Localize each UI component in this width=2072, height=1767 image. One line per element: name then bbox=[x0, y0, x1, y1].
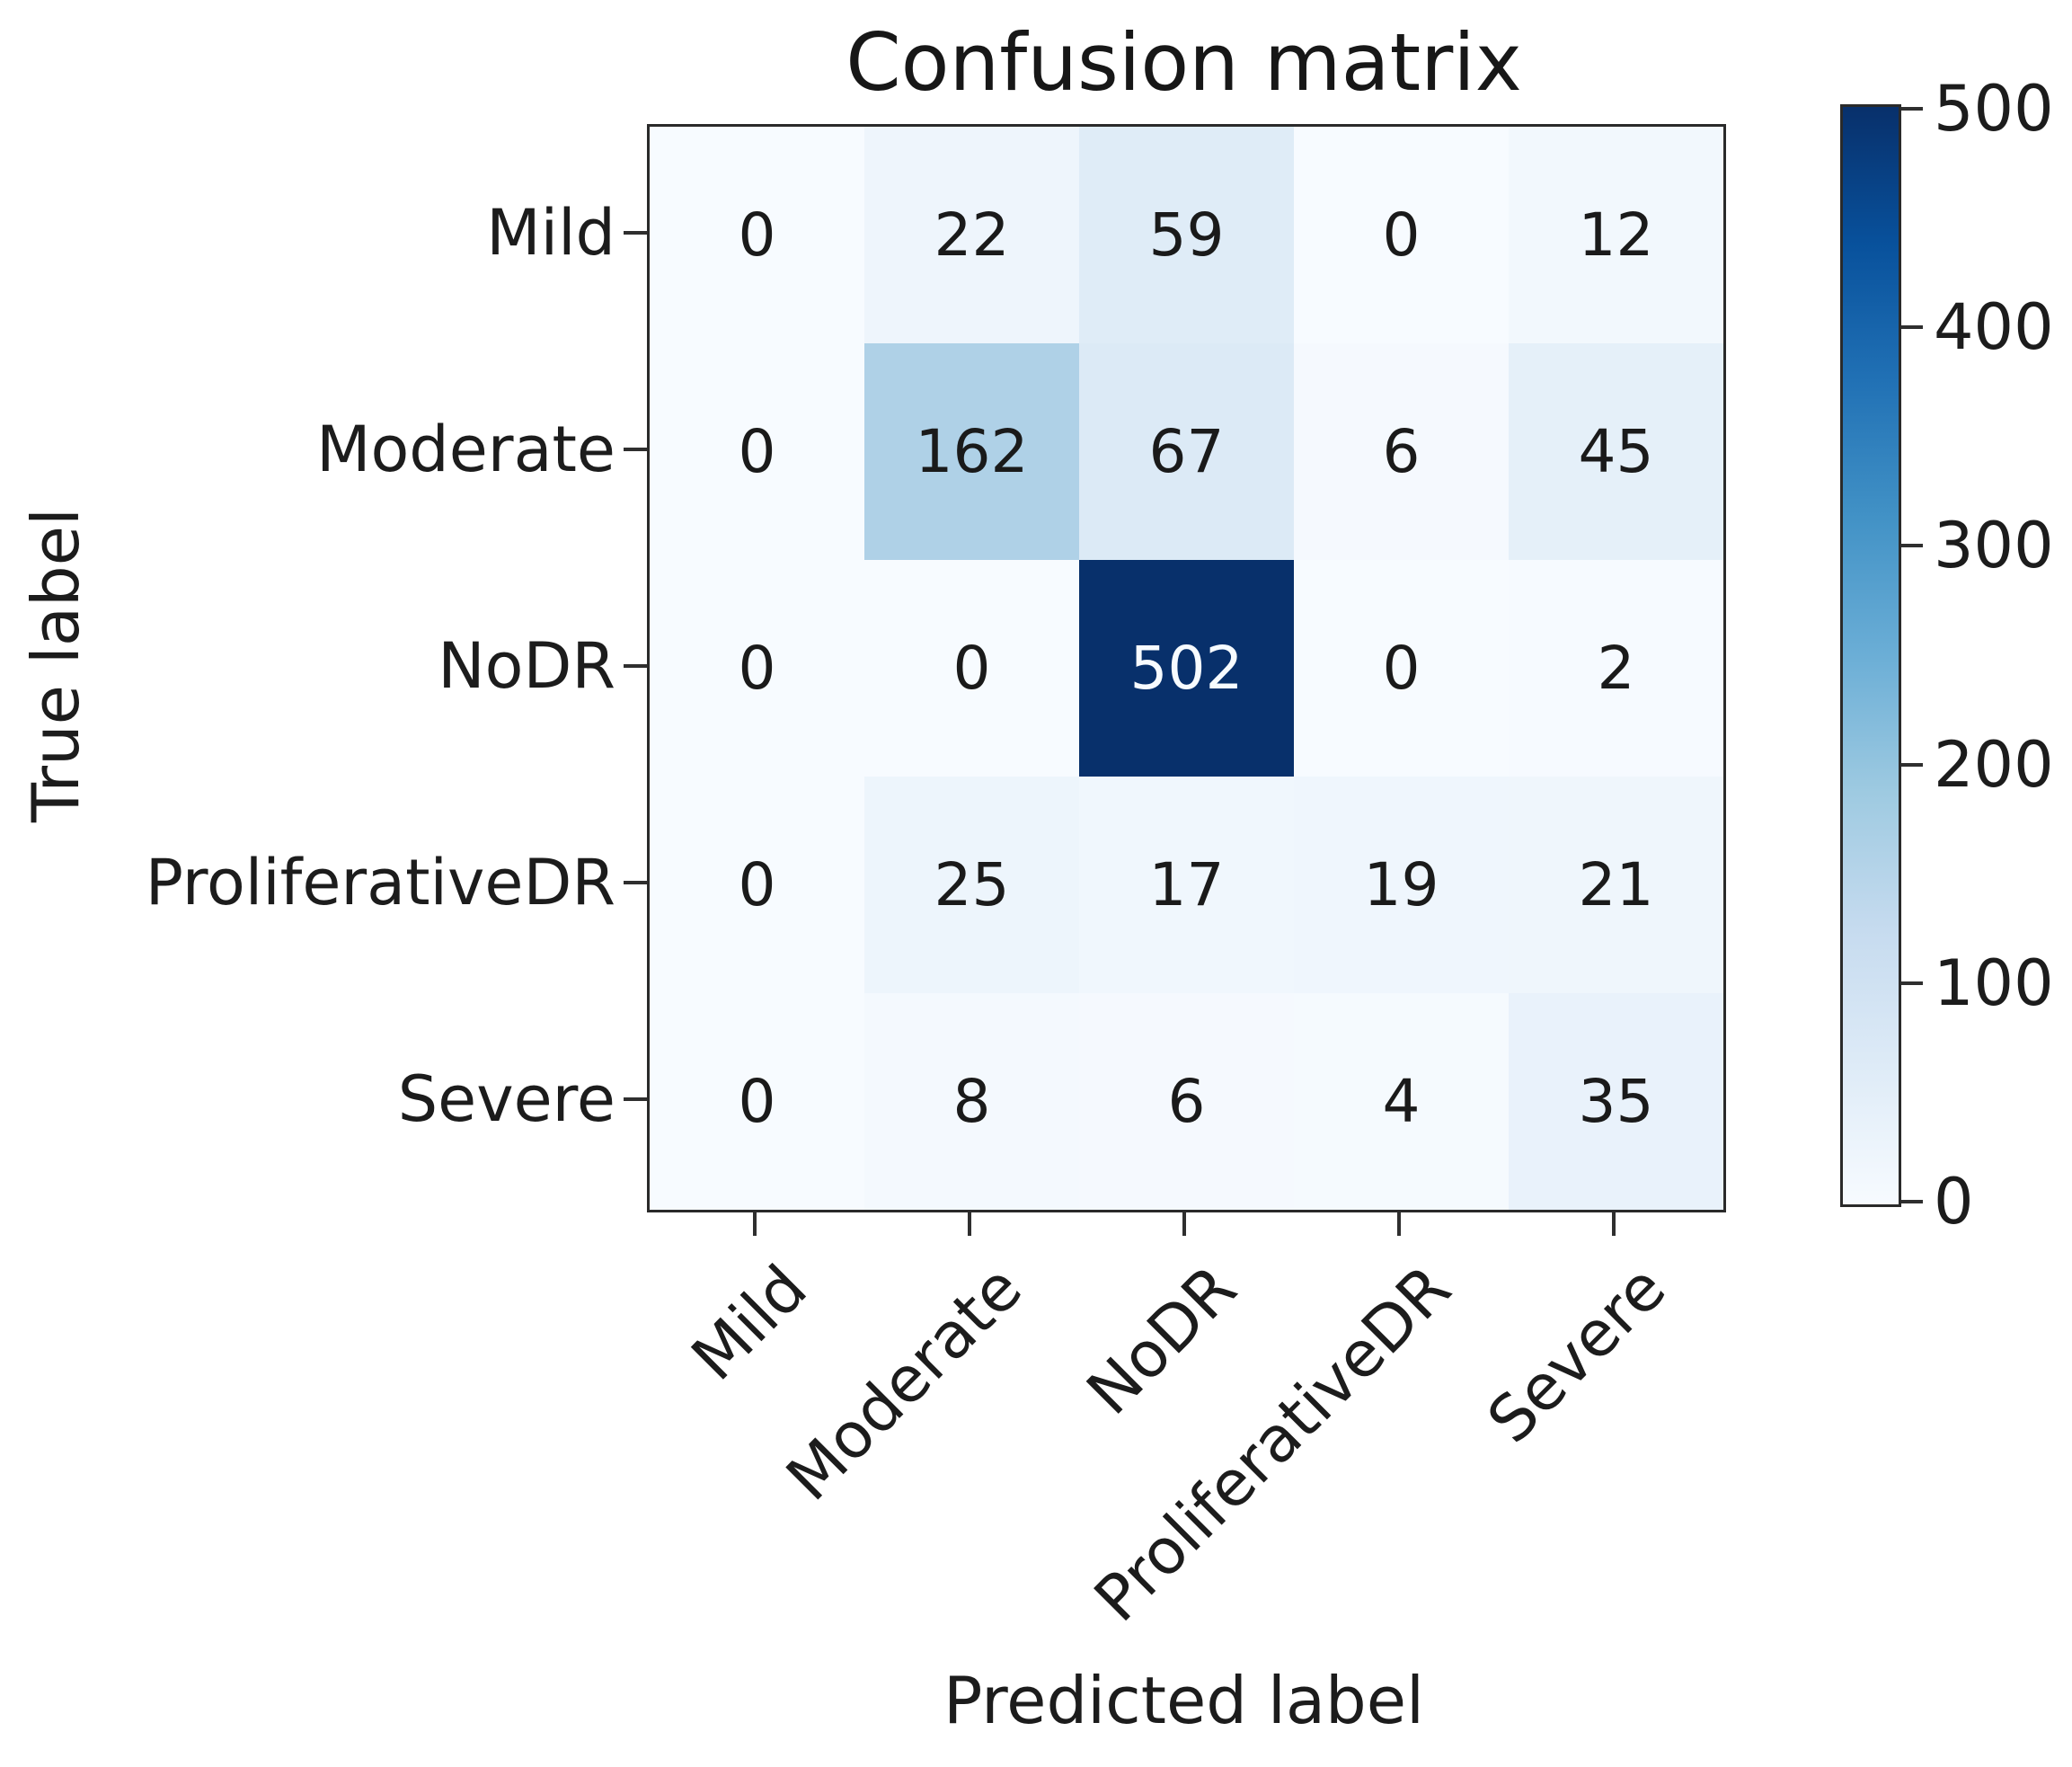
y-axis-title: True label bbox=[18, 508, 93, 822]
y-tick-label: Mild bbox=[486, 195, 615, 270]
y-tick-mark bbox=[624, 230, 647, 235]
y-tick-mark bbox=[624, 880, 647, 884]
y-tick-label: Severe bbox=[397, 1061, 615, 1136]
y-tick-label: ProliferativeDR bbox=[145, 845, 615, 919]
heatmap-cell: 0 bbox=[864, 560, 1079, 777]
x-tick-mark bbox=[1396, 1212, 1401, 1236]
heatmap-cell: 2 bbox=[1509, 560, 1723, 777]
y-tick-mark bbox=[624, 663, 647, 668]
colorbar-tick-mark bbox=[1901, 325, 1923, 330]
heatmap-cell: 12 bbox=[1509, 127, 1723, 343]
heatmap-cell: 0 bbox=[650, 777, 864, 993]
x-tick-label: Severe bbox=[1474, 1251, 1680, 1458]
colorbar-tick-label: 400 bbox=[1934, 290, 2054, 365]
x-tick-label: Mild bbox=[677, 1251, 821, 1395]
heatmap-cell: 22 bbox=[864, 127, 1079, 343]
y-tick-mark bbox=[624, 447, 647, 451]
colorbar-tick-label: 300 bbox=[1934, 509, 2054, 583]
x-tick-mark bbox=[967, 1212, 971, 1236]
colorbar-tick-label: 200 bbox=[1934, 727, 2054, 802]
heatmap-cell: 6 bbox=[1079, 993, 1294, 1210]
x-tick-mark bbox=[1182, 1212, 1186, 1236]
heatmap-cell: 502 bbox=[1079, 560, 1294, 777]
heatmap-cell: 35 bbox=[1509, 993, 1723, 1210]
heatmap-cell: 67 bbox=[1079, 343, 1294, 560]
heatmap-cell: 0 bbox=[650, 127, 864, 343]
y-tick-label: Moderate bbox=[316, 412, 615, 486]
colorbar-tick-mark bbox=[1901, 1200, 1923, 1203]
heatmap-cell: 0 bbox=[650, 560, 864, 777]
heatmap-cell: 162 bbox=[864, 343, 1079, 560]
colorbar bbox=[1840, 104, 1901, 1207]
colorbar-tick-label: 100 bbox=[1934, 946, 2054, 1020]
heatmap-cell: 59 bbox=[1079, 127, 1294, 343]
colorbar-tick-mark bbox=[1901, 981, 1923, 985]
x-tick-label: ProliferativeDR bbox=[1080, 1251, 1465, 1636]
heatmap-cell: 25 bbox=[864, 777, 1079, 993]
colorbar-tick-label: 0 bbox=[1934, 1165, 1974, 1239]
heatmap-cell: 0 bbox=[1294, 127, 1509, 343]
colorbar-tick-label: 500 bbox=[1934, 71, 2054, 146]
colorbar-tick-mark bbox=[1901, 762, 1923, 767]
heatmap-cell: 45 bbox=[1509, 343, 1723, 560]
x-tick-label: Moderate bbox=[772, 1251, 1036, 1515]
x-tick-mark bbox=[752, 1212, 757, 1236]
heatmap-cell: 8 bbox=[864, 993, 1079, 1210]
heatmap-cell: 0 bbox=[650, 343, 864, 560]
heatmap-cell: 6 bbox=[1294, 343, 1509, 560]
colorbar-tick-mark bbox=[1901, 106, 1923, 111]
chart-title: Confusion matrix bbox=[846, 16, 1522, 109]
heatmap-cell: 4 bbox=[1294, 993, 1509, 1210]
heatmap-cell: 17 bbox=[1079, 777, 1294, 993]
heatmap-cell: 21 bbox=[1509, 777, 1723, 993]
x-tick-mark bbox=[1611, 1212, 1616, 1236]
heatmap-cell: 0 bbox=[650, 993, 864, 1210]
x-tick-label: NoDR bbox=[1072, 1251, 1251, 1429]
x-axis-title: Predicted label bbox=[943, 1663, 1424, 1738]
y-tick-mark bbox=[624, 1097, 647, 1101]
heatmap-cell: 19 bbox=[1294, 777, 1509, 993]
heatmap-cell: 0 bbox=[1294, 560, 1509, 777]
y-tick-label: NoDR bbox=[438, 628, 615, 703]
heatmap-grid: 0 22 59 0 12 0 162 67 6 45 0 0 502 0 2 0 25 17 19 21 0 8 6 4 35 bbox=[647, 124, 1726, 1212]
colorbar-tick-mark bbox=[1901, 544, 1923, 548]
